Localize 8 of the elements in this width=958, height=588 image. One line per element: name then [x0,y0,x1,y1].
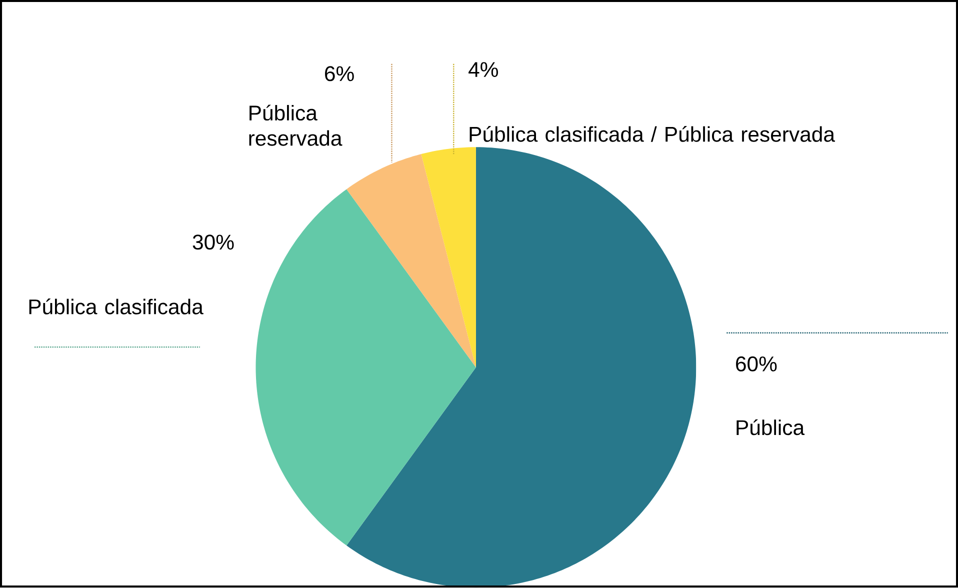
slice-label: Pública reservada [249,104,342,146]
data-label: 6% [325,66,354,82]
data-label: 4% [468,62,498,78]
slice-label: Pública clasificada / Pública reservada [470,126,836,142]
slice-label: Pública clasificada [29,298,204,315]
data-label: 30% [192,234,234,250]
slice-label: Pública [736,420,805,436]
data-label: 60% [736,356,777,372]
